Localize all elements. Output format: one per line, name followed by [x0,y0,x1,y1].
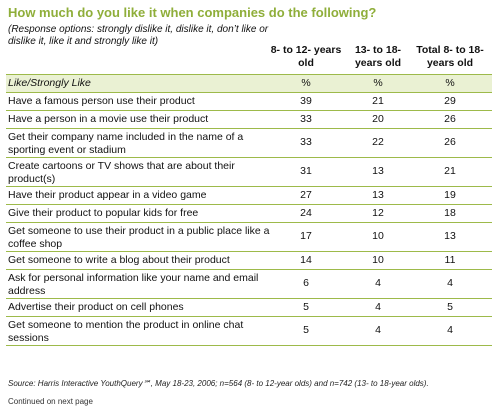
value-cell: 10 [372,254,384,266]
subheader-label: Like/Strongly Like [8,77,91,89]
value-cell: 5 [303,301,309,313]
value-cell: 20 [372,113,384,125]
table-title: How much do you like it when companies d… [8,5,377,20]
value-cell: 13 [372,165,384,178]
value-cell: 4 [375,301,381,313]
value-cell: 19 [444,189,456,201]
value-cell: 21 [444,165,456,178]
value-cell: 4 [447,324,453,337]
row-rule [6,269,492,270]
source-note: Source: Harris Interactive YouthQuery℠, … [8,379,429,388]
row-label: Get someone to use their product in a pu… [8,225,270,250]
row-rule [6,186,492,187]
value-cell: 24 [300,207,312,219]
subheader-shade [6,75,492,92]
row-label: Advertise their product on cell phones [8,301,184,313]
value-cell: 4 [375,324,381,337]
column-header-8-12: 8- to 12- years old [270,44,342,69]
row-label: Create cartoons or TV shows that are abo… [8,160,235,185]
response-options-note: (Response options: strongly dislike it, … [8,24,269,47]
value-cell: 5 [303,324,309,337]
unit-cell: % [301,77,311,89]
footer-fragment: Continued on next page [8,397,93,406]
value-cell: 17 [300,230,312,243]
value-cell: 22 [372,136,384,149]
value-cell: 5 [447,301,453,313]
row-rule [6,92,492,93]
row-rule [6,222,492,223]
row-label: Have their product appear in a video gam… [8,189,207,201]
value-cell: 11 [444,254,456,266]
value-cell: 13 [372,189,384,201]
value-cell: 33 [300,113,312,125]
row-rule [6,204,492,205]
row-label: Have a person in a movie use their produ… [8,113,209,125]
value-cell: 27 [300,189,312,201]
value-cell: 12 [372,207,384,219]
value-cell: 14 [300,254,312,266]
value-cell: 6 [303,277,309,290]
row-rule [6,251,492,252]
row-label: Ask for personal information like your n… [8,272,259,297]
value-cell: 18 [444,207,456,219]
value-cell: 29 [444,95,456,107]
row-rule [6,128,492,129]
value-cell: 33 [300,136,312,149]
value-cell: 26 [444,136,456,149]
value-cell: 26 [444,113,456,125]
row-rule [6,110,492,111]
column-header-13-18: 13- to 18- years old [354,44,402,69]
value-cell: 4 [447,277,453,290]
value-cell: 13 [444,230,456,243]
value-cell: 4 [375,277,381,290]
row-rule [6,316,492,317]
value-cell: 39 [300,95,312,107]
row-rule [6,157,492,158]
value-cell: 10 [372,230,384,243]
value-cell: 21 [372,95,384,107]
header-rule [6,74,492,75]
unit-cell: % [373,77,383,89]
row-label: Give their product to popular kids for f… [8,207,199,219]
column-header-total: Total 8- to 18- years old [416,44,484,69]
row-label: Get someone to write a blog about their … [8,254,230,266]
row-label: Have a famous person use their product [8,95,195,107]
row-rule [6,345,492,346]
value-cell: 31 [300,165,312,178]
row-label: Get someone to mention the product in on… [8,319,244,344]
unit-cell: % [445,77,455,89]
row-label: Get their company name included in the n… [8,131,244,156]
row-rule [6,298,492,299]
